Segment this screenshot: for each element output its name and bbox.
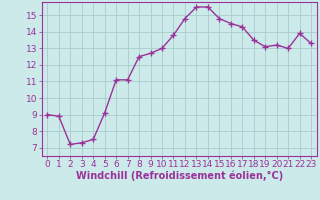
X-axis label: Windchill (Refroidissement éolien,°C): Windchill (Refroidissement éolien,°C) xyxy=(76,171,283,181)
